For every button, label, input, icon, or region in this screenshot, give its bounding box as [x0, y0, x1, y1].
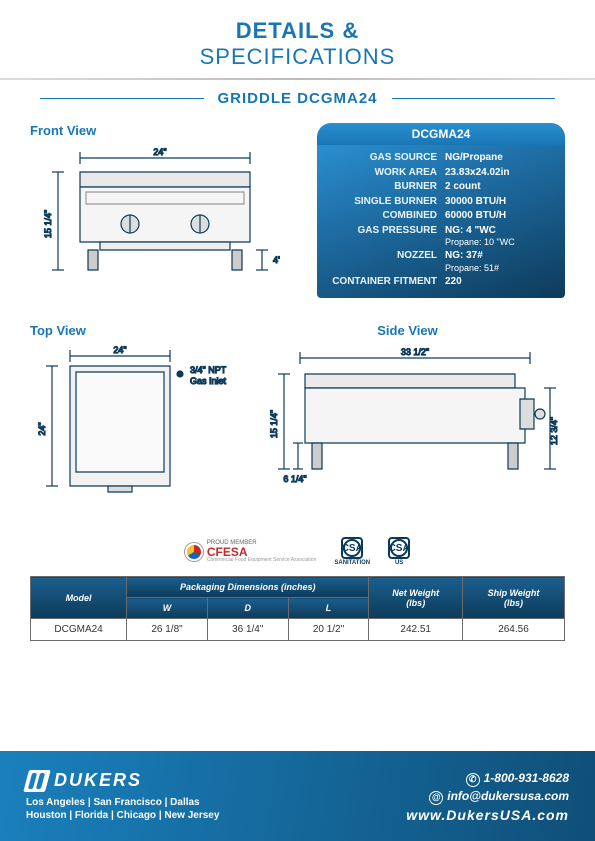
cell-ship: 264.56	[462, 619, 564, 641]
cell-net: 242.51	[369, 619, 463, 641]
top-view-label: Top View	[30, 323, 230, 338]
brand-name: DUKERS	[54, 770, 142, 791]
spec-row: GAS PRESSURENG: 4 "WCPropane: 10 "WC	[327, 224, 555, 250]
dukers-logo-icon	[23, 770, 51, 792]
spec-key: GAS PRESSURE	[327, 225, 445, 249]
cert-logos: PROUD MEMBER CFESA Commercial Food Equip…	[30, 537, 565, 566]
csa-mark-icon: CSA	[341, 537, 363, 559]
th-l: L	[288, 598, 369, 619]
cfesa-logo: PROUD MEMBER CFESA Commercial Food Equip…	[185, 540, 317, 563]
spec-row: WORK AREA23.83x24.02in	[327, 166, 555, 181]
spec-value: NG/Propane	[445, 152, 555, 165]
svg-text:6 1/4": 6 1/4"	[283, 474, 306, 484]
svg-text:24": 24"	[113, 345, 126, 355]
side-view-label: Side View	[250, 323, 565, 338]
website: www.DukersUSA.com	[406, 807, 569, 823]
spec-key: COMBINED	[327, 210, 445, 223]
title-line1: DETAILS &	[0, 18, 595, 44]
spec-row: NOZZELNG: 37#Propane: 51#	[327, 249, 555, 275]
top-view-block: Top View 24" 3/4" NPT Gas Inlet 24	[30, 323, 230, 519]
svg-text:3/4" NPT: 3/4" NPT	[190, 365, 227, 375]
front-view-drawing: 24" 15 1/4"	[30, 144, 280, 294]
spec-key: BURNER	[327, 181, 445, 194]
svg-text:Gas Inlet: Gas Inlet	[190, 376, 227, 386]
locations-1: Los Angeles | San Francisco | Dallas	[26, 796, 406, 810]
spec-row: BURNER2 count	[327, 180, 555, 195]
csa-sanitation-logo: CSA SANITATION	[334, 537, 370, 566]
brand: DUKERS	[26, 770, 406, 792]
csa-sanitation-label: SANITATION	[334, 560, 370, 566]
subtitle: GRIDDLE DCGMA24	[204, 90, 392, 107]
svg-text:12 3/4": 12 3/4"	[549, 417, 559, 445]
top-view-drawing: 24" 3/4" NPT Gas Inlet 24"	[30, 344, 230, 514]
cell-d: 36 1/4"	[207, 619, 288, 641]
spec-row: CONTAINER FITMENT220	[327, 275, 555, 290]
table-row: DCGMA24 26 1/8" 36 1/4" 20 1/2" 242.51 2…	[31, 619, 565, 641]
title-line2: SPECIFICATIONS	[0, 44, 595, 70]
svg-text:15 1/4": 15 1/4"	[43, 210, 53, 238]
spec-key: SINGLE BURNER	[327, 196, 445, 209]
spec-row: SINGLE BURNER30000 BTU/H	[327, 195, 555, 210]
th-pack: Packaging Dimensions (inches)	[127, 577, 369, 598]
spec-body: GAS SOURCENG/PropaneWORK AREA23.83x24.02…	[317, 145, 565, 298]
csa-us-logo: CSA US	[388, 537, 410, 566]
cell-model: DCGMA24	[31, 619, 127, 641]
cell-l: 20 1/2"	[288, 619, 369, 641]
spec-card: DCGMA24 GAS SOURCENG/PropaneWORK AREA23.…	[317, 123, 565, 299]
svg-text:24": 24"	[37, 422, 47, 435]
front-view-block: Front View 24"	[30, 123, 297, 299]
cfesa-sub: Commercial Food Equipment Service Associ…	[207, 558, 317, 563]
th-ship: Ship Weight (lbs)	[462, 577, 564, 619]
packaging-table: Model Packaging Dimensions (inches) Net …	[30, 576, 565, 641]
footer: DUKERS Los Angeles | San Francisco | Dal…	[0, 751, 595, 841]
side-view-block: Side View 33 1/2"	[250, 323, 565, 519]
locations-2: Houston | Florida | Chicago | New Jersey	[26, 809, 406, 823]
email: @info@dukersusa.com	[406, 787, 569, 805]
header-divider	[0, 78, 595, 80]
phone-icon: ✆	[466, 773, 480, 787]
spec-key: WORK AREA	[327, 167, 445, 180]
side-view-drawing: 33 1/2" 15 1/4" 6 1/4"	[250, 344, 560, 514]
cfesa-swirl-icon	[185, 543, 203, 561]
spec-value: 220	[445, 276, 555, 289]
page-title-block: DETAILS & SPECIFICATIONS	[0, 0, 595, 78]
th-model: Model	[31, 577, 127, 619]
email-icon: @	[429, 791, 443, 805]
th-w: W	[127, 598, 208, 619]
spec-row: COMBINED60000 BTU/H	[327, 209, 555, 224]
svg-text:33 1/2": 33 1/2"	[401, 347, 429, 357]
spec-value: 2 count	[445, 181, 555, 194]
spec-value: 60000 BTU/H	[445, 210, 555, 223]
front-view-label: Front View	[30, 123, 297, 138]
phone: ✆1-800-931-8628	[406, 769, 569, 787]
th-net: Net Weight (lbs)	[369, 577, 463, 619]
svg-text:4": 4"	[273, 255, 280, 265]
spec-value: 23.83x24.02in	[445, 167, 555, 180]
spec-value: NG: 4 "WCPropane: 10 "WC	[445, 225, 555, 249]
spec-model-header: DCGMA24	[317, 123, 565, 145]
spec-row: GAS SOURCENG/Propane	[327, 151, 555, 166]
spec-value: NG: 37#Propane: 51#	[445, 250, 555, 274]
spec-key: GAS SOURCE	[327, 152, 445, 165]
spec-value: 30000 BTU/H	[445, 196, 555, 209]
th-d: D	[207, 598, 288, 619]
csa-us-label: US	[395, 560, 403, 566]
svg-text:15 1/4": 15 1/4"	[269, 410, 279, 438]
csa-mark-icon: CSA	[388, 537, 410, 559]
cell-w: 26 1/8"	[127, 619, 208, 641]
subtitle-bar: GRIDDLE DCGMA24	[0, 86, 595, 111]
spec-key: CONTAINER FITMENT	[327, 276, 445, 289]
svg-text:24": 24"	[153, 147, 166, 157]
spec-key: NOZZEL	[327, 250, 445, 274]
